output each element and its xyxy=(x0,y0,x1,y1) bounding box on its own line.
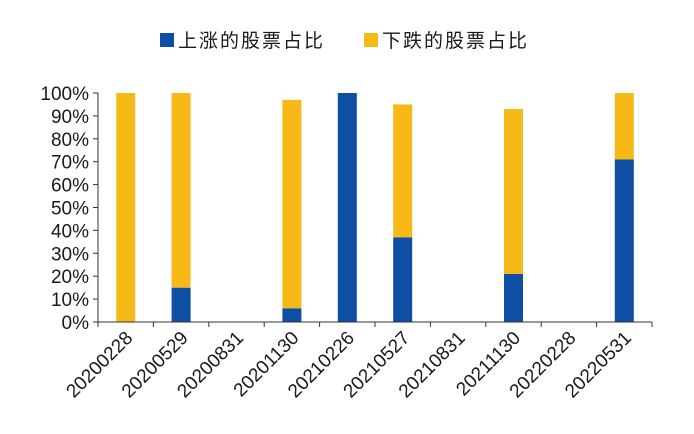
bar-falling-segment xyxy=(393,104,413,238)
y-tick-label: 70% xyxy=(51,153,89,174)
y-tick-label: 20% xyxy=(51,267,89,288)
y-tick-label: 40% xyxy=(51,221,89,242)
chart-legend: 上涨的股票占比 下跌的股票占比 xyxy=(160,30,529,52)
bar-falling-segment xyxy=(116,93,136,322)
y-tick-label: 50% xyxy=(51,199,89,220)
y-tick-label: 100% xyxy=(40,84,89,105)
y-tick-label: 80% xyxy=(51,130,89,151)
bar-rising-segment xyxy=(614,159,634,322)
bar-rising-segment xyxy=(337,93,357,322)
bars xyxy=(116,93,634,322)
y-tick-label: 60% xyxy=(51,176,89,197)
bar-rising-segment xyxy=(393,237,413,322)
bar-falling-segment xyxy=(171,93,191,288)
legend-label-rising: 上涨的股票占比 xyxy=(178,30,325,52)
y-tick-label: 0% xyxy=(62,313,90,334)
y-tick-label: 30% xyxy=(51,244,89,265)
bar-rising-segment xyxy=(282,308,302,322)
y-tick-label: 10% xyxy=(51,290,89,311)
legend-swatch-rising xyxy=(160,33,174,47)
y-axis: 0%10%20%30%40%50%60%70%80%90%100% xyxy=(40,84,99,334)
x-axis: 2020022820200529202008312020113020210226… xyxy=(63,321,653,402)
legend-swatch-falling xyxy=(364,33,378,47)
bar-rising-segment xyxy=(171,287,191,322)
bar-falling-segment xyxy=(504,109,523,274)
bar-falling-segment xyxy=(282,99,302,309)
bar-falling-segment xyxy=(614,93,634,160)
legend-label-falling: 下跌的股票占比 xyxy=(382,30,529,52)
bar-rising-segment xyxy=(504,273,523,322)
y-tick-label: 90% xyxy=(51,107,89,128)
